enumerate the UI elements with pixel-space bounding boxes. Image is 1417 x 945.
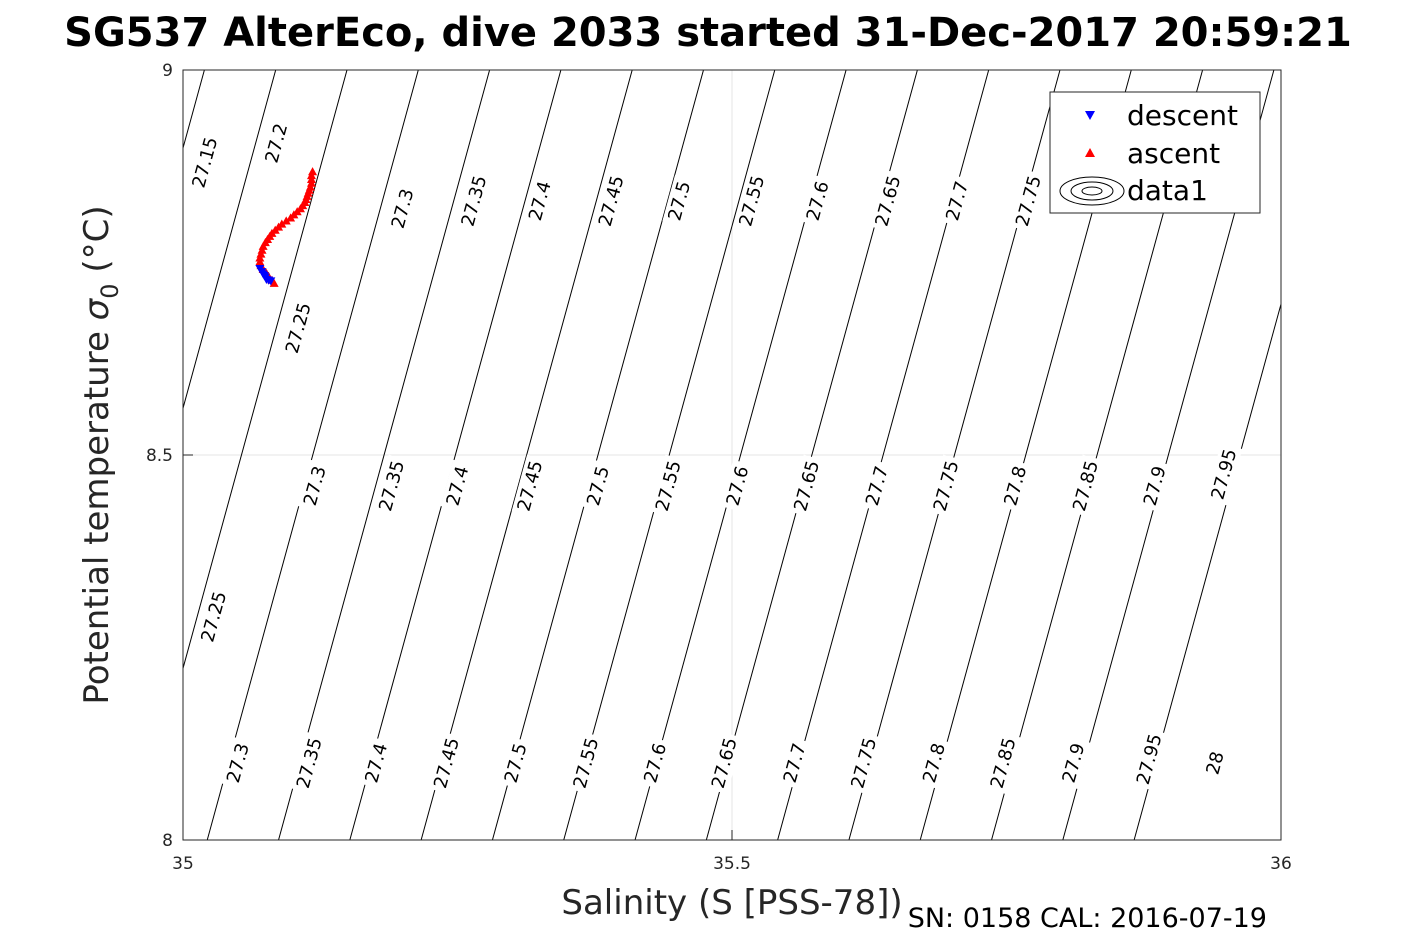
descent-point — [259, 271, 269, 281]
legend-data1-marker — [1059, 176, 1125, 206]
isopycnal-line — [278, 70, 491, 840]
contour-label-gap — [195, 585, 233, 648]
contour-label-gap — [720, 459, 755, 512]
isopycnal-line — [349, 70, 562, 840]
isopycnal-contours — [183, 70, 1281, 840]
ascent-point — [308, 167, 318, 176]
contour-label-gap — [917, 736, 951, 790]
contour-label-gap — [1130, 728, 1168, 791]
legend-ascent-marker — [1085, 148, 1095, 157]
contour-label-gap — [186, 131, 224, 194]
contour-label-gap — [498, 736, 533, 790]
contour-label-gap — [800, 174, 835, 227]
contour-label-gap — [259, 117, 294, 170]
contour-label-gap — [592, 169, 630, 233]
legend-descent-label: descent — [1127, 99, 1238, 132]
contour-label-gap — [511, 454, 549, 517]
contour-label-gap — [1056, 736, 1091, 790]
grid-lines — [183, 70, 1281, 840]
contour-label-gap — [638, 736, 673, 790]
contour-label-gap — [279, 296, 317, 360]
contour-label-gap — [1137, 459, 1172, 512]
contour-label-gap — [220, 736, 255, 790]
y-axis-label: Potential temperature σ0 (°C) — [77, 205, 124, 704]
contour-label-gap — [373, 454, 410, 517]
contour-label-gap — [455, 169, 493, 233]
isopycnal-line — [491, 70, 704, 840]
contour-label-gap — [788, 454, 826, 517]
contour-label-gap — [998, 459, 1033, 512]
y-axis-label-subscript: 0 — [96, 283, 124, 298]
contour-label-gap — [297, 459, 332, 512]
isopycnal-line — [563, 70, 776, 840]
isopycnal-line — [206, 70, 419, 840]
contour-label-gap — [522, 174, 557, 227]
y-tick-label: 9 — [162, 61, 173, 81]
serial-calibration-footer: SN: 0158 CAL: 2016-07-19 — [908, 903, 1267, 934]
series-descent — [255, 265, 276, 286]
ascent-point — [281, 216, 291, 225]
contour-label-gap — [1200, 747, 1230, 779]
x-tick-label: 36 — [1270, 854, 1292, 874]
isopycnal-line — [183, 70, 277, 411]
contour-label-gap — [733, 169, 771, 233]
legend: descent ascent data1 — [1049, 91, 1261, 214]
y-axis-label-main: Potential temperature — [77, 320, 117, 704]
y-axis-label-unit: (°C) — [77, 205, 117, 283]
contour-label: 27.8 — [917, 736, 951, 790]
chart-title: SG537 AlterEco, dive 2033 started 31-Dec… — [64, 10, 1352, 56]
ascent-point — [277, 219, 287, 228]
isopycnal-line — [183, 70, 348, 671]
legend-descent-marker — [1085, 111, 1095, 120]
data-series — [255, 167, 318, 287]
x-tick-label: 35 — [172, 854, 194, 874]
axis-ticks: 35 35.5 36 8 8.5 9 — [146, 61, 1292, 874]
contour-label-gap — [869, 169, 907, 233]
contour-label-gap — [705, 731, 743, 795]
descent-point — [266, 277, 276, 286]
x-axis-label: Salinity (S [PSS-78]) — [561, 883, 902, 923]
contour-label-gap — [940, 174, 975, 227]
contour-label-gap — [359, 736, 394, 790]
contour-label-gap — [581, 459, 615, 512]
contour-label-gap — [1205, 443, 1243, 506]
contour-label-gap — [290, 731, 328, 795]
contour-label-gap — [1010, 169, 1047, 233]
legend-ascent-label: ascent — [1127, 137, 1220, 170]
contour-label: 27.7 — [859, 459, 894, 512]
contour-label-gap — [649, 454, 687, 517]
y-axis-label-sigma: σ — [77, 297, 117, 320]
contour-label-gap — [927, 454, 965, 517]
contour-label-gap — [984, 731, 1022, 795]
contour-label-gap — [1067, 454, 1104, 517]
contour-label-gap — [385, 182, 420, 235]
y-tick-label: 8.5 — [146, 446, 173, 466]
contour-label-gap — [567, 731, 605, 795]
contour-label-gap — [777, 736, 812, 790]
contour-label-gap — [662, 174, 697, 227]
isopycnal-line — [420, 70, 633, 840]
contour-label-gap — [845, 731, 883, 795]
contour-label-gap — [440, 459, 475, 512]
x-tick-label: 35.5 — [713, 854, 751, 874]
y-tick-label: 8 — [162, 831, 173, 851]
contour-label-gap — [859, 459, 894, 512]
legend-data1-label: data1 — [1127, 174, 1208, 207]
legend-box — [1049, 91, 1261, 214]
contour-label-gap — [428, 731, 465, 795]
